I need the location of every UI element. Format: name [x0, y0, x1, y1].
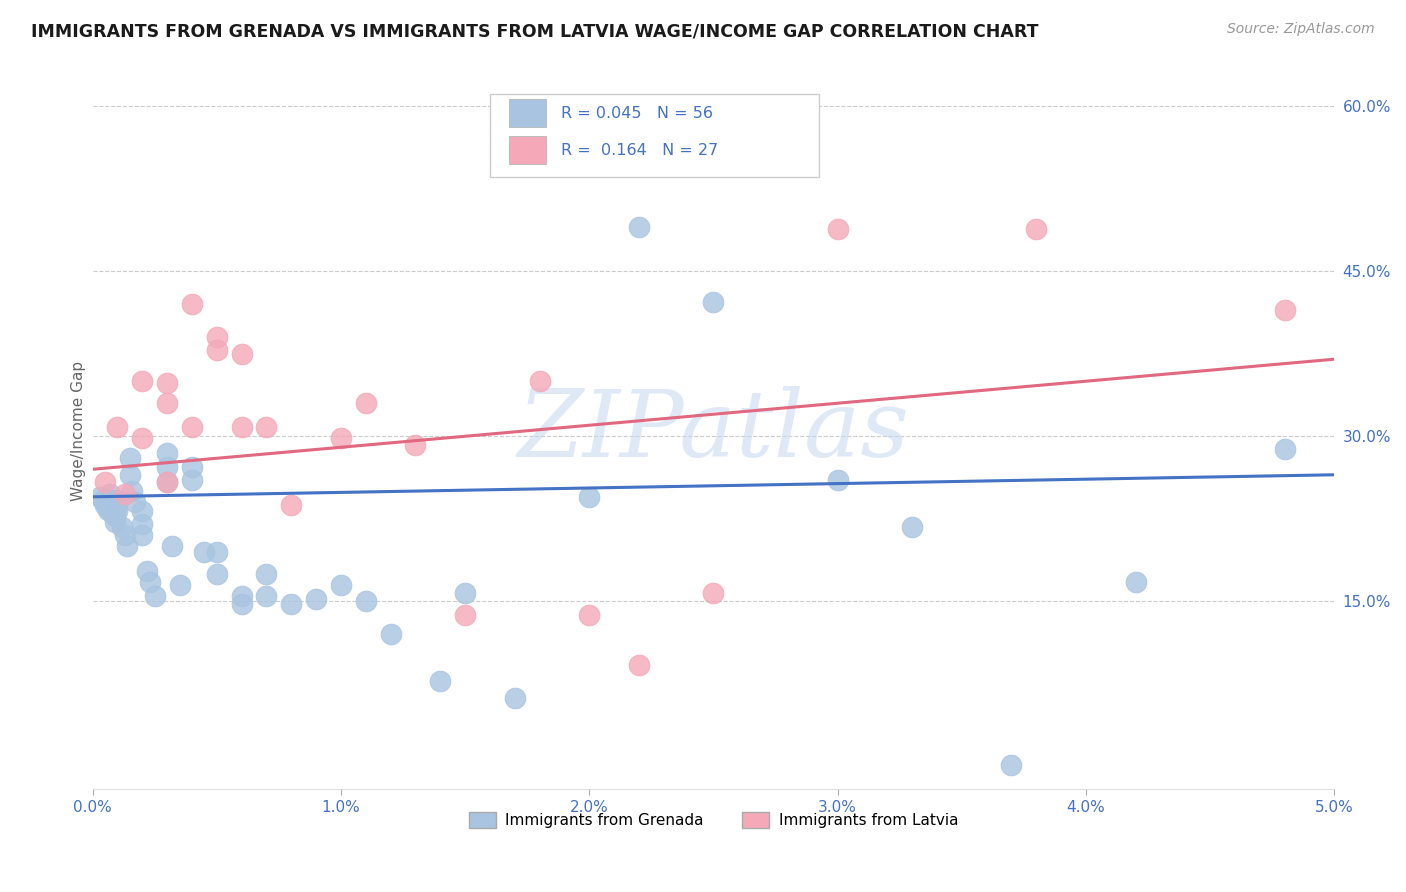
Point	[231, 597, 253, 611]
Point	[193, 545, 215, 559]
Point	[111, 519, 134, 533]
Point	[231, 589, 253, 603]
Text: IMMIGRANTS FROM GRENADA VS IMMIGRANTS FROM LATVIA WAGE/INCOME GAP CORRELATION CH: IMMIGRANTS FROM GRENADA VS IMMIGRANTS FR…	[31, 22, 1039, 40]
Point	[139, 574, 162, 589]
Point	[1025, 222, 1047, 236]
Point	[329, 432, 352, 446]
Point	[503, 691, 526, 706]
Point	[827, 222, 849, 236]
Point	[114, 528, 136, 542]
Point	[89, 490, 111, 504]
Point	[96, 503, 118, 517]
Point	[429, 673, 451, 688]
Point	[280, 597, 302, 611]
Point	[114, 486, 136, 500]
Point	[256, 566, 278, 581]
Point	[205, 545, 228, 559]
Point	[827, 473, 849, 487]
Point	[104, 515, 127, 529]
Point	[1274, 442, 1296, 457]
Point	[231, 347, 253, 361]
FancyBboxPatch shape	[489, 95, 818, 177]
Point	[529, 374, 551, 388]
Point	[354, 594, 377, 608]
Point	[256, 589, 278, 603]
Point	[117, 539, 139, 553]
Y-axis label: Wage/Income Gap: Wage/Income Gap	[72, 360, 86, 500]
Point	[107, 504, 129, 518]
Point	[98, 493, 121, 508]
FancyBboxPatch shape	[509, 136, 546, 164]
Point	[354, 396, 377, 410]
Point	[702, 585, 724, 599]
Point	[181, 297, 204, 311]
Point	[136, 564, 159, 578]
Point	[169, 578, 191, 592]
Point	[124, 495, 146, 509]
Text: Source: ZipAtlas.com: Source: ZipAtlas.com	[1227, 22, 1375, 37]
Point	[101, 495, 124, 509]
Point	[104, 508, 127, 523]
Point	[329, 578, 352, 592]
Point	[181, 420, 204, 434]
Point	[181, 460, 204, 475]
Text: ZIPatlas: ZIPatlas	[517, 385, 910, 475]
Point	[94, 475, 117, 490]
Point	[156, 446, 179, 460]
Point	[1125, 574, 1147, 589]
Point	[94, 498, 117, 512]
Point	[143, 589, 166, 603]
Point	[181, 473, 204, 487]
Point	[107, 493, 129, 508]
Point	[118, 451, 141, 466]
Point	[454, 585, 477, 599]
Text: R = 0.045   N = 56: R = 0.045 N = 56	[561, 105, 713, 120]
Point	[901, 519, 924, 533]
Point	[131, 374, 153, 388]
Point	[578, 490, 600, 504]
Point	[280, 498, 302, 512]
Legend: Immigrants from Grenada, Immigrants from Latvia: Immigrants from Grenada, Immigrants from…	[463, 806, 965, 835]
Point	[627, 658, 650, 673]
Point	[107, 420, 129, 434]
Point	[156, 475, 179, 490]
Point	[118, 467, 141, 482]
Point	[404, 438, 426, 452]
Point	[131, 528, 153, 542]
Point	[627, 220, 650, 235]
Point	[156, 396, 179, 410]
Point	[156, 376, 179, 391]
Point	[305, 592, 328, 607]
Point	[231, 420, 253, 434]
Point	[205, 566, 228, 581]
Point	[205, 343, 228, 358]
Point	[98, 486, 121, 500]
Point	[107, 498, 129, 512]
Point	[205, 330, 228, 344]
Point	[121, 484, 143, 499]
Point	[1274, 302, 1296, 317]
Point	[380, 627, 402, 641]
Point	[101, 506, 124, 520]
Point	[160, 539, 183, 553]
Point	[1000, 758, 1022, 772]
Point	[578, 607, 600, 622]
Point	[131, 517, 153, 532]
Point	[156, 475, 179, 490]
Point	[454, 607, 477, 622]
Point	[256, 420, 278, 434]
Text: R =  0.164   N = 27: R = 0.164 N = 27	[561, 143, 718, 158]
Point	[131, 432, 153, 446]
Point	[131, 504, 153, 518]
FancyBboxPatch shape	[509, 99, 546, 128]
Point	[702, 295, 724, 310]
Point	[156, 460, 179, 475]
Point	[91, 493, 114, 508]
